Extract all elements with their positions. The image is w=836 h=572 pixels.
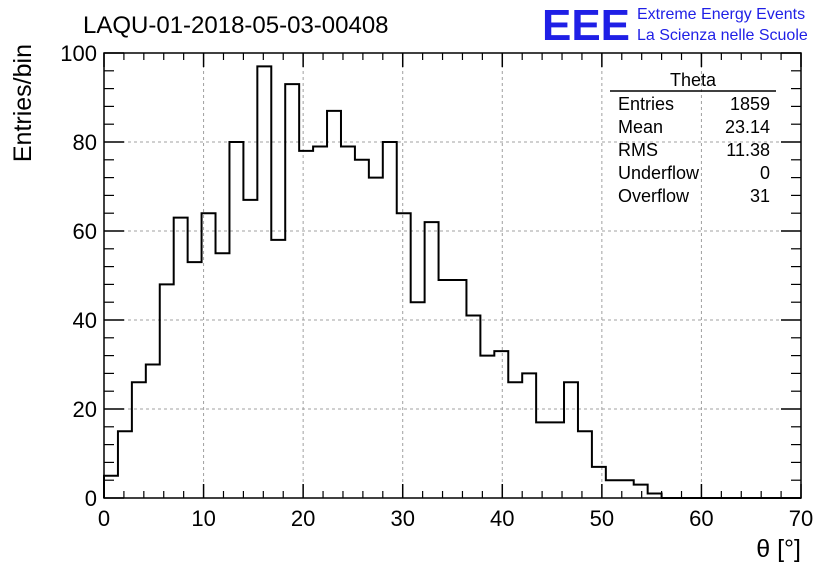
stats-value: 11.38: [726, 140, 770, 160]
x-axis-label: θ [°]: [756, 535, 801, 563]
y-tick-label: 20: [73, 397, 97, 422]
tick-labels: 0 10 20 30 40 50 60 70 0 20 40 60 80 100: [60, 41, 813, 531]
stats-label: Overflow: [618, 186, 690, 206]
stats-box: Theta Entries 1859 Mean 23.14 RMS 11.38 Underf…: [610, 70, 776, 206]
stats-value: 23.14: [725, 117, 770, 137]
logo-line2: La Scienza nelle Scuole: [637, 27, 808, 44]
y-tick-label: 100: [60, 41, 97, 66]
stats-value: 0: [760, 163, 770, 183]
stats-label: Underflow: [618, 163, 700, 183]
logo-line1: Extreme Energy Events: [637, 6, 805, 23]
logo-mark: EEE: [542, 1, 630, 50]
x-tick-label: 50: [590, 506, 614, 531]
y-tick-label: 0: [85, 486, 97, 511]
stats-value: 1859: [730, 94, 770, 114]
histogram-series: [103, 65, 801, 499]
x-tick-label: 30: [390, 506, 414, 531]
stats-value: 31: [750, 186, 770, 206]
x-tick-label: 20: [291, 506, 315, 531]
stats-title: Theta: [670, 70, 717, 90]
stats-label: RMS: [618, 140, 658, 160]
y-tick-label: 80: [73, 130, 97, 155]
x-tick-label: 70: [789, 506, 813, 531]
grid: [104, 53, 801, 498]
x-tick-label: 40: [490, 506, 514, 531]
stats-label: Entries: [618, 94, 674, 114]
eee-logo: EEE Extreme Energy Events La Scienza nel…: [542, 1, 808, 50]
axis-ticks: [103, 52, 802, 499]
y-tick-label: 40: [73, 308, 97, 333]
chart-title: LAQU-01-2018-05-03-00408: [83, 12, 389, 39]
y-tick-label: 60: [73, 219, 97, 244]
x-tick-label: 10: [191, 506, 215, 531]
x-tick-label: 60: [689, 506, 713, 531]
x-tick-label: 0: [98, 506, 110, 531]
y-axis-label: Entries/bin: [9, 44, 37, 162]
plot-frame: [103, 52, 802, 499]
stats-label: Mean: [618, 117, 663, 137]
